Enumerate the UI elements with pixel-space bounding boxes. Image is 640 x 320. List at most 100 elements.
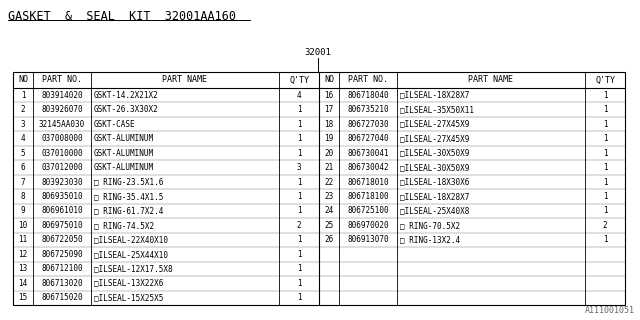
Text: 8: 8 <box>20 192 26 201</box>
Text: □ RING-23.5X1.6: □ RING-23.5X1.6 <box>94 178 163 187</box>
Text: 806715020: 806715020 <box>41 293 83 302</box>
Text: 17: 17 <box>324 105 333 114</box>
Text: 12: 12 <box>19 250 28 259</box>
Text: GSKT-ALUMINUM: GSKT-ALUMINUM <box>94 148 154 157</box>
Text: 2: 2 <box>20 105 26 114</box>
Text: 1: 1 <box>603 91 607 100</box>
Text: 1: 1 <box>297 120 301 129</box>
Text: 15: 15 <box>19 293 28 302</box>
Text: 1: 1 <box>297 134 301 143</box>
Text: 14: 14 <box>19 279 28 288</box>
Text: 5: 5 <box>20 148 26 157</box>
Text: 037010000: 037010000 <box>41 148 83 157</box>
Text: □ILSEAL-18X30X6: □ILSEAL-18X30X6 <box>400 178 469 187</box>
Text: 20: 20 <box>324 148 333 157</box>
Text: □ RING-35.4X1.5: □ RING-35.4X1.5 <box>94 192 163 201</box>
Text: □ RING-74.5X2: □ RING-74.5X2 <box>94 221 154 230</box>
Text: □ILSEAL-30X50X9: □ILSEAL-30X50X9 <box>400 148 469 157</box>
Text: 1: 1 <box>20 91 26 100</box>
Text: □ILSEAL-18X28X7: □ILSEAL-18X28X7 <box>400 91 469 100</box>
Text: □ILSEAL-27X45X9: □ILSEAL-27X45X9 <box>400 120 469 129</box>
Text: 26: 26 <box>324 236 333 244</box>
Text: 803923030: 803923030 <box>41 178 83 187</box>
Text: 2: 2 <box>603 221 607 230</box>
Text: 806725090: 806725090 <box>41 250 83 259</box>
Text: 1: 1 <box>603 178 607 187</box>
Text: 2: 2 <box>297 221 301 230</box>
Text: 806718010: 806718010 <box>347 178 389 187</box>
Text: GSKT-ALUMINUM: GSKT-ALUMINUM <box>94 134 154 143</box>
Text: □ILSEAL-25X44X10: □ILSEAL-25X44X10 <box>94 250 168 259</box>
Text: 24: 24 <box>324 206 333 215</box>
Text: 4: 4 <box>20 134 26 143</box>
Text: 1: 1 <box>297 250 301 259</box>
Text: GSKT-CASE: GSKT-CASE <box>94 120 136 129</box>
Text: 1: 1 <box>297 236 301 244</box>
Text: 1: 1 <box>297 192 301 201</box>
Text: PART NO.: PART NO. <box>42 76 82 84</box>
Text: 4: 4 <box>297 91 301 100</box>
Text: 10: 10 <box>19 221 28 230</box>
Text: 11: 11 <box>19 236 28 244</box>
Text: 803926070: 803926070 <box>41 105 83 114</box>
Text: 806722050: 806722050 <box>41 236 83 244</box>
Text: □ILSEAL-12X17.5X8: □ILSEAL-12X17.5X8 <box>94 264 173 273</box>
Text: 22: 22 <box>324 178 333 187</box>
Text: 806913070: 806913070 <box>347 236 389 244</box>
Text: 1: 1 <box>297 105 301 114</box>
Text: 806727040: 806727040 <box>347 134 389 143</box>
Text: A111001051: A111001051 <box>585 306 635 315</box>
Text: 806975010: 806975010 <box>41 221 83 230</box>
Text: 3: 3 <box>297 163 301 172</box>
Text: GSKT-ALUMINUM: GSKT-ALUMINUM <box>94 163 154 172</box>
Text: 19: 19 <box>324 134 333 143</box>
Text: NO: NO <box>324 76 334 84</box>
Text: □ RING-70.5X2: □ RING-70.5X2 <box>400 221 460 230</box>
Text: Q'TY: Q'TY <box>289 76 309 84</box>
Text: 1: 1 <box>297 279 301 288</box>
Text: 806735210: 806735210 <box>347 105 389 114</box>
Text: 806961010: 806961010 <box>41 206 83 215</box>
Text: □ILSEAL-35X50X11: □ILSEAL-35X50X11 <box>400 105 474 114</box>
Text: Q'TY: Q'TY <box>595 76 615 84</box>
Text: □ILSEAL-15X25X5: □ILSEAL-15X25X5 <box>94 293 163 302</box>
Text: 1: 1 <box>603 134 607 143</box>
Text: 16: 16 <box>324 91 333 100</box>
Text: 1: 1 <box>603 192 607 201</box>
Text: 1: 1 <box>297 178 301 187</box>
Text: 1: 1 <box>297 293 301 302</box>
Text: 806730042: 806730042 <box>347 163 389 172</box>
Text: 1: 1 <box>297 148 301 157</box>
Text: PART NO.: PART NO. <box>348 76 388 84</box>
Text: □ILSEAL-25X40X8: □ILSEAL-25X40X8 <box>400 206 469 215</box>
Text: 1: 1 <box>603 163 607 172</box>
Text: 23: 23 <box>324 192 333 201</box>
Text: GSKT-26.3X30X2: GSKT-26.3X30X2 <box>94 105 159 114</box>
Text: 18: 18 <box>324 120 333 129</box>
Text: 806730041: 806730041 <box>347 148 389 157</box>
Text: 803914020: 803914020 <box>41 91 83 100</box>
Text: 1: 1 <box>603 120 607 129</box>
Text: 3: 3 <box>20 120 26 129</box>
Text: PART NAME: PART NAME <box>468 76 513 84</box>
Text: 806718100: 806718100 <box>347 192 389 201</box>
Text: 1: 1 <box>297 264 301 273</box>
Text: 9: 9 <box>20 206 26 215</box>
Text: □ILSEAL-18X28X7: □ILSEAL-18X28X7 <box>400 192 469 201</box>
Text: 037008000: 037008000 <box>41 134 83 143</box>
Text: 806712100: 806712100 <box>41 264 83 273</box>
Text: PART NAME: PART NAME <box>163 76 207 84</box>
Text: GSKT-14.2X21X2: GSKT-14.2X21X2 <box>94 91 159 100</box>
Text: 13: 13 <box>19 264 28 273</box>
Text: □ILSEAL-30X50X9: □ILSEAL-30X50X9 <box>400 163 469 172</box>
Text: □ILSEAL-13X22X6: □ILSEAL-13X22X6 <box>94 279 163 288</box>
Text: 1: 1 <box>603 206 607 215</box>
Text: 1: 1 <box>603 148 607 157</box>
Text: 1: 1 <box>603 105 607 114</box>
Text: 806935010: 806935010 <box>41 192 83 201</box>
Text: 1: 1 <box>297 206 301 215</box>
Text: 806713020: 806713020 <box>41 279 83 288</box>
Text: □ILSEAL-22X40X10: □ILSEAL-22X40X10 <box>94 236 168 244</box>
Text: 1: 1 <box>603 236 607 244</box>
Text: 32001: 32001 <box>305 48 332 57</box>
